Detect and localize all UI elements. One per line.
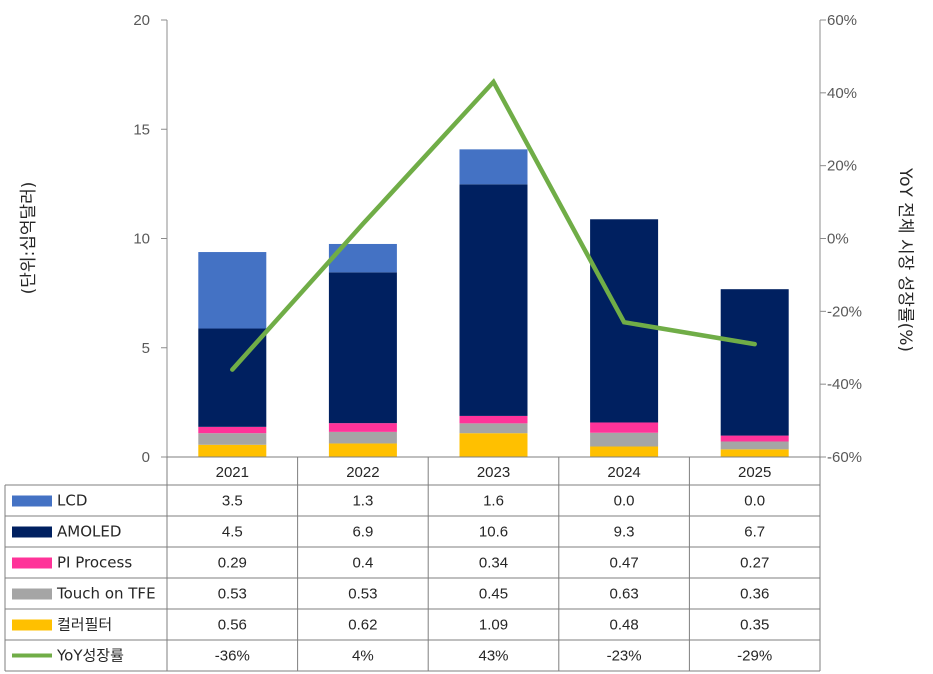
bar-pi-process-2023	[459, 415, 528, 424]
legend-key-컬러필터	[12, 619, 52, 631]
bar-lcd-2023	[459, 149, 528, 185]
y-tick-label: 10	[133, 231, 150, 248]
data-label-amoled-2023: 10.6	[479, 524, 508, 541]
y2-tick-label: 20%	[827, 158, 857, 175]
y2-tick-label: -60%	[827, 449, 862, 466]
data-label-amoled-2025: 6.7	[744, 524, 765, 541]
legend-key-pi-process	[12, 557, 52, 569]
data-label-컬러필터-2023: 1.09	[479, 617, 508, 634]
data-label-amoled-2021: 4.5	[222, 524, 243, 541]
x-tick-label: 2022	[346, 464, 379, 481]
y2-tick-label: 60%	[827, 12, 857, 29]
y2-axis-title: YoY 전체 시장 성장률(%)	[895, 167, 915, 352]
x-tick-label: 2024	[607, 464, 640, 481]
data-label-컬러필터-2022: 0.62	[348, 617, 377, 634]
data-label-touch-on-tfe-2021: 0.53	[218, 586, 247, 603]
data-label-yoy성장률-2024: -23%	[607, 648, 642, 665]
data-label-touch-on-tfe-2024: 0.63	[609, 586, 638, 603]
bar-컬러필터-2023	[459, 433, 528, 457]
data-label-컬러필터-2025: 0.35	[740, 617, 769, 634]
legend-label-touch-on-tfe: Touch on TFE	[56, 585, 156, 603]
y-tick-label: 0	[142, 449, 150, 466]
bar-pi-process-2024	[590, 422, 659, 433]
bar-컬러필터-2025	[720, 449, 789, 457]
bar-컬러필터-2024	[590, 446, 659, 457]
data-label-pi-process-2025: 0.27	[740, 555, 769, 572]
y2-tick-label: -20%	[827, 303, 862, 320]
data-label-lcd-2025: 0.0	[744, 493, 765, 510]
data-label-pi-process-2022: 0.4	[352, 555, 373, 572]
yoy-line	[230, 78, 757, 372]
data-label-pi-process-2023: 0.34	[479, 555, 508, 572]
data-label-yoy성장률-2022: 4%	[352, 648, 374, 665]
data-label-touch-on-tfe-2025: 0.36	[740, 586, 769, 603]
y2-tick-label: -40%	[827, 376, 862, 393]
bar-pi-process-2022	[328, 423, 397, 432]
bar-touch-on-tfe-2021	[198, 433, 267, 445]
bar-컬러필터-2022	[328, 443, 397, 457]
data-label-yoy성장률-2023: 43%	[478, 648, 508, 665]
bar-컬러필터-2021	[198, 444, 267, 457]
legend-key-lcd	[12, 495, 52, 507]
bar-pi-process-2025	[720, 435, 789, 442]
legend-label-yoy성장률: YoY성장률	[56, 647, 124, 665]
legend-key-amoled	[12, 526, 52, 538]
data-label-lcd-2023: 1.6	[483, 493, 504, 510]
data-label-컬러필터-2021: 0.56	[218, 617, 247, 634]
bar-touch-on-tfe-2023	[459, 423, 528, 434]
legend-label-컬러필터: 컬러필터	[57, 616, 112, 634]
data-label-yoy성장률-2021: -36%	[215, 648, 250, 665]
y2-tick-label: 40%	[827, 85, 857, 102]
data-label-amoled-2022: 6.9	[352, 524, 373, 541]
legend-label-pi-process: PI Process	[57, 554, 132, 572]
y-tick-label: 15	[133, 121, 150, 138]
x-tick-label: 2021	[216, 464, 249, 481]
data-label-lcd-2022: 1.3	[352, 493, 373, 510]
bar-touch-on-tfe-2022	[328, 431, 397, 444]
x-tick-label: 2025	[738, 464, 771, 481]
data-label-pi-process-2021: 0.29	[218, 555, 247, 572]
y2-tick-label: 0%	[827, 231, 849, 248]
legend-key-touch-on-tfe	[12, 588, 52, 600]
legend-label-lcd: LCD	[57, 492, 87, 510]
data-label-yoy성장률-2025: -29%	[737, 648, 772, 665]
data-label-touch-on-tfe-2022: 0.53	[348, 586, 377, 603]
y-tick-label: 5	[142, 340, 150, 357]
x-tick-label: 2023	[477, 464, 510, 481]
bar-lcd-2021	[198, 252, 267, 329]
data-label-컬러필터-2024: 0.48	[609, 617, 638, 634]
bar-pi-process-2021	[198, 426, 267, 434]
data-label-lcd-2024: 0.0	[614, 493, 635, 510]
bar-touch-on-tfe-2025	[720, 441, 789, 450]
legend-label-amoled: AMOLED	[57, 523, 121, 541]
data-label-touch-on-tfe-2023: 0.45	[479, 586, 508, 603]
data-label-pi-process-2024: 0.47	[609, 555, 638, 572]
data-label-amoled-2024: 9.3	[614, 524, 635, 541]
bar-amoled-2023	[459, 184, 528, 416]
y-tick-label: 20	[133, 12, 150, 29]
data-label-lcd-2021: 3.5	[222, 493, 243, 510]
y-axis-title: (단위:십억달러)	[19, 182, 39, 295]
bar-amoled-2025	[720, 289, 789, 436]
bar-touch-on-tfe-2024	[590, 432, 659, 447]
bar-amoled-2022	[328, 272, 397, 424]
